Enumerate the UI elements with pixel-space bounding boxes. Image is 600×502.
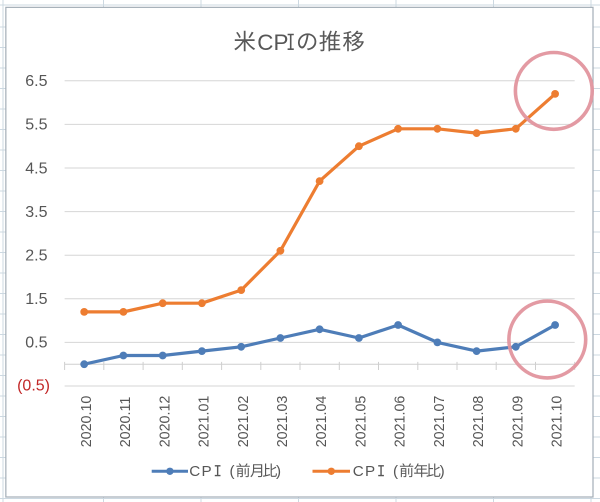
svg-text:2021.03: 2021.03 — [275, 396, 291, 448]
svg-text:2020.12: 2020.12 — [157, 396, 173, 448]
svg-text:CP: CP — [257, 30, 288, 55]
svg-text:): ) — [276, 463, 281, 480]
svg-text:(0.5): (0.5) — [17, 377, 50, 394]
svg-text:2021.09: 2021.09 — [510, 396, 526, 448]
svg-text:(: ( — [230, 463, 235, 480]
svg-text:2021.01: 2021.01 — [197, 396, 213, 448]
svg-text:5.5: 5.5 — [25, 117, 47, 134]
svg-text:3.5: 3.5 — [25, 204, 47, 221]
svg-text:2021.04: 2021.04 — [314, 396, 330, 448]
svg-text:2020.11: 2020.11 — [118, 397, 134, 448]
svg-text:6.5: 6.5 — [25, 73, 47, 90]
svg-text:2021.06: 2021.06 — [393, 396, 409, 448]
svg-text:(: ( — [393, 463, 398, 480]
svg-text:CP: CP — [353, 463, 377, 480]
svg-text:1.5: 1.5 — [25, 291, 47, 308]
svg-text:0.5: 0.5 — [25, 335, 47, 352]
svg-text:2020.10: 2020.10 — [79, 396, 95, 448]
svg-text:4.5: 4.5 — [25, 160, 47, 177]
svg-text:2021.07: 2021.07 — [432, 396, 448, 448]
svg-text:2021.02: 2021.02 — [236, 396, 252, 448]
svg-text:2.5: 2.5 — [25, 248, 47, 265]
svg-text:CP: CP — [189, 463, 213, 480]
svg-text:2021.08: 2021.08 — [471, 396, 487, 448]
svg-text:): ) — [440, 463, 445, 480]
svg-text:2021.05: 2021.05 — [354, 396, 370, 448]
svg-text:2021.10: 2021.10 — [550, 396, 566, 448]
